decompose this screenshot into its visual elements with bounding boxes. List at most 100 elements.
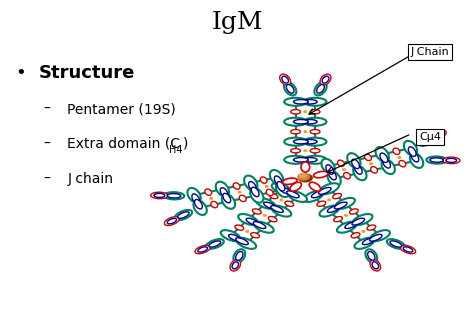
Text: –: – xyxy=(44,172,51,186)
Ellipse shape xyxy=(304,138,327,146)
Ellipse shape xyxy=(287,191,307,202)
Ellipse shape xyxy=(362,230,365,232)
Ellipse shape xyxy=(174,210,192,220)
Ellipse shape xyxy=(198,247,208,252)
Ellipse shape xyxy=(335,198,355,209)
Text: Pentamer (19S): Pentamer (19S) xyxy=(67,102,176,116)
Ellipse shape xyxy=(353,166,366,180)
Ellipse shape xyxy=(380,153,388,162)
Ellipse shape xyxy=(268,217,277,222)
Ellipse shape xyxy=(313,171,328,178)
Ellipse shape xyxy=(355,165,362,174)
Ellipse shape xyxy=(187,188,201,203)
Ellipse shape xyxy=(337,160,345,167)
Ellipse shape xyxy=(272,183,292,194)
Text: Cμ4: Cμ4 xyxy=(419,132,441,142)
Ellipse shape xyxy=(317,201,326,206)
Ellipse shape xyxy=(280,199,283,201)
Ellipse shape xyxy=(244,176,257,190)
Ellipse shape xyxy=(314,82,327,95)
Ellipse shape xyxy=(285,201,294,206)
Ellipse shape xyxy=(298,173,313,183)
Ellipse shape xyxy=(232,262,238,269)
Ellipse shape xyxy=(302,158,317,162)
Ellipse shape xyxy=(192,194,200,204)
Ellipse shape xyxy=(235,225,244,230)
Ellipse shape xyxy=(419,135,436,146)
Ellipse shape xyxy=(322,76,329,83)
Ellipse shape xyxy=(211,201,218,208)
Ellipse shape xyxy=(401,245,416,254)
Ellipse shape xyxy=(178,212,189,218)
Ellipse shape xyxy=(310,149,320,153)
Ellipse shape xyxy=(193,200,207,215)
Ellipse shape xyxy=(274,176,282,185)
Ellipse shape xyxy=(302,140,317,144)
Ellipse shape xyxy=(301,162,310,172)
Ellipse shape xyxy=(304,118,327,126)
Ellipse shape xyxy=(280,187,292,194)
Ellipse shape xyxy=(283,178,297,184)
Text: Extra domain (C: Extra domain (C xyxy=(67,137,181,151)
Ellipse shape xyxy=(387,239,405,249)
Ellipse shape xyxy=(220,188,228,197)
Ellipse shape xyxy=(319,187,331,194)
Ellipse shape xyxy=(310,129,320,134)
Ellipse shape xyxy=(266,189,273,196)
Ellipse shape xyxy=(321,159,335,173)
Ellipse shape xyxy=(370,230,390,241)
Ellipse shape xyxy=(367,225,376,230)
Ellipse shape xyxy=(209,241,221,247)
Ellipse shape xyxy=(421,137,433,144)
Ellipse shape xyxy=(254,222,273,233)
Ellipse shape xyxy=(370,260,381,271)
Ellipse shape xyxy=(246,218,259,225)
Ellipse shape xyxy=(410,153,423,168)
Text: IgM: IgM xyxy=(211,11,263,34)
Ellipse shape xyxy=(238,214,258,225)
Ellipse shape xyxy=(333,193,341,199)
Ellipse shape xyxy=(304,150,307,152)
Ellipse shape xyxy=(251,187,259,197)
Ellipse shape xyxy=(302,120,317,124)
Ellipse shape xyxy=(297,173,310,181)
Ellipse shape xyxy=(284,118,307,126)
Ellipse shape xyxy=(164,192,184,199)
Ellipse shape xyxy=(271,205,283,212)
Ellipse shape xyxy=(335,202,347,209)
Ellipse shape xyxy=(167,218,176,224)
Ellipse shape xyxy=(319,205,339,217)
Ellipse shape xyxy=(280,74,291,85)
Ellipse shape xyxy=(246,230,249,232)
Ellipse shape xyxy=(272,205,291,217)
Ellipse shape xyxy=(304,156,327,164)
Ellipse shape xyxy=(238,191,241,193)
Ellipse shape xyxy=(328,199,331,201)
Ellipse shape xyxy=(269,193,278,199)
Ellipse shape xyxy=(284,98,307,106)
Ellipse shape xyxy=(303,191,323,202)
Ellipse shape xyxy=(282,76,289,83)
Ellipse shape xyxy=(287,191,299,198)
Ellipse shape xyxy=(352,159,359,169)
Ellipse shape xyxy=(403,247,413,252)
Ellipse shape xyxy=(270,170,283,185)
Ellipse shape xyxy=(253,222,266,229)
Ellipse shape xyxy=(369,162,373,165)
Ellipse shape xyxy=(221,230,240,241)
Ellipse shape xyxy=(291,110,301,114)
Ellipse shape xyxy=(265,185,268,187)
Ellipse shape xyxy=(368,252,375,260)
Ellipse shape xyxy=(248,182,256,191)
Ellipse shape xyxy=(284,82,296,95)
Ellipse shape xyxy=(353,214,373,225)
Ellipse shape xyxy=(352,218,365,225)
Ellipse shape xyxy=(195,199,202,209)
Ellipse shape xyxy=(222,194,235,209)
Ellipse shape xyxy=(304,131,307,133)
Ellipse shape xyxy=(206,239,224,249)
Ellipse shape xyxy=(342,169,346,170)
Ellipse shape xyxy=(291,149,301,153)
Ellipse shape xyxy=(233,249,245,263)
Ellipse shape xyxy=(253,209,261,214)
